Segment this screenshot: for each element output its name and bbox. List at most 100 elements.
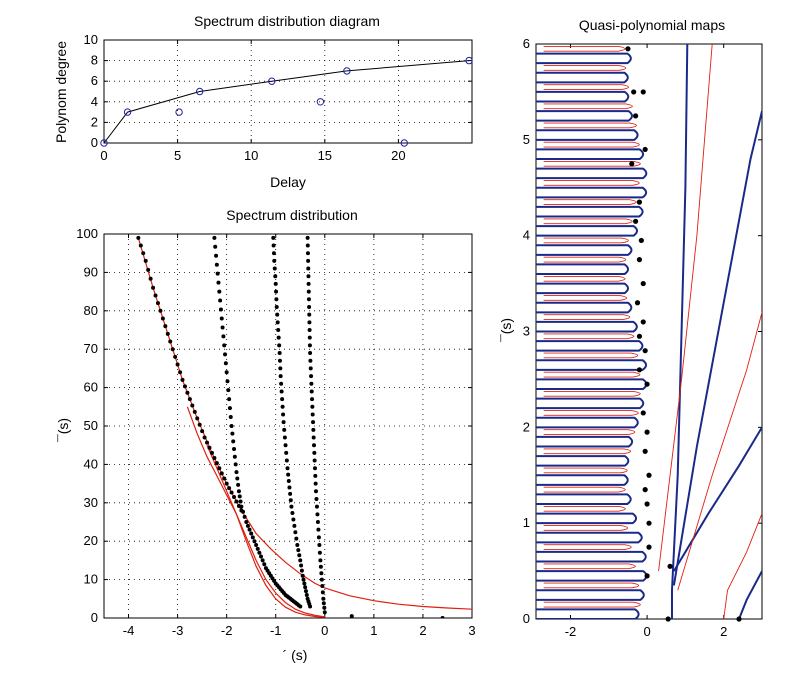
spectrum-root-dot	[281, 420, 286, 425]
maps-blue-branch	[670, 44, 689, 619]
spectrum-root-dot	[272, 258, 277, 263]
degree-ytick-label: 2	[91, 114, 98, 129]
spectrum-ytick-label: 80	[84, 303, 98, 318]
spectrum-root-dot	[224, 370, 229, 375]
spectrum-root-dot	[312, 450, 317, 455]
maps-root-dot	[644, 573, 650, 579]
spectrum-root-dot	[242, 514, 247, 519]
spectrum-root-dot	[310, 397, 315, 402]
degree-marker	[123, 108, 132, 116]
maps-blue-contour	[536, 282, 629, 295]
spectrum-root-dot	[237, 494, 242, 499]
spectrum-root-dot	[286, 479, 291, 484]
maps-blue-contour	[536, 531, 643, 544]
spectrum-root-dot	[307, 343, 312, 348]
spectrum-root-dot	[286, 472, 291, 477]
maps-red-branch	[658, 44, 713, 572]
degree-ytick-label: 6	[91, 73, 98, 88]
spectrum-root-dot	[319, 571, 324, 576]
maps-root-dot	[640, 89, 646, 95]
degree-line	[103, 60, 470, 144]
spectrum-root-dot	[307, 328, 312, 332]
spectrum-root-dot	[290, 511, 295, 516]
spectrum-root-dot	[257, 550, 262, 555]
maps-root-dot	[640, 319, 646, 325]
spectrum-root-dot	[254, 543, 259, 548]
maps-root-dot	[644, 429, 650, 435]
spectrum-root-dot	[222, 476, 227, 481]
degree-chart-plot	[100, 56, 473, 147]
spectrum-ytick-label: 40	[84, 456, 98, 471]
spectrum-root-dot	[223, 361, 228, 366]
maps-red-contour	[543, 84, 629, 90]
spectrum-root-dot	[234, 470, 239, 475]
spectrum-root-dot	[303, 585, 308, 590]
spectrum-root-dot	[175, 362, 180, 367]
spectrum-root-dot	[316, 535, 321, 540]
maps-root-dot	[631, 89, 637, 95]
spectrum-boundary-curve	[186, 406, 325, 618]
maps-root-dot	[638, 237, 644, 244]
spectrum-root-dot	[313, 481, 318, 486]
spectrum-root-dot	[298, 558, 303, 563]
maps-blue-contour	[536, 186, 648, 199]
spectrum-root-dot	[197, 422, 202, 427]
maps-blue-contour	[536, 225, 639, 237]
spectrum-root-dot	[182, 384, 187, 389]
spectrum-root-dot	[288, 498, 293, 503]
spectrum-ytick-label: 10	[84, 572, 98, 587]
maps-red-contour	[543, 237, 629, 244]
maps-root-dot	[632, 113, 639, 119]
spectrum-root-dot	[271, 243, 276, 248]
spectrum-root-dot	[440, 616, 445, 618]
spectrum-root-dot	[282, 427, 287, 432]
spectrum-xtick-label: -1	[270, 623, 282, 638]
spectrum-root-dot	[228, 415, 233, 420]
maps-red-contour	[543, 371, 641, 378]
degree-chart-title: Spectrum distribution diagram	[194, 13, 380, 29]
spectrum-root-dot	[241, 509, 246, 514]
spectrum-root-dot	[277, 351, 282, 356]
spectrum-root-dot	[311, 435, 316, 440]
maps-root-dot	[642, 487, 648, 493]
maps-blue-contour	[536, 320, 638, 333]
spectrum-root-dot	[173, 354, 178, 359]
maps-blue-contour	[536, 167, 648, 180]
spectrum-root-dot	[260, 558, 265, 563]
degree-chart-x-ticks: 0 5 10 15 20	[100, 40, 406, 163]
spectrum-root-dot	[250, 535, 255, 540]
spectrum-root-dot	[311, 427, 316, 432]
maps-blue-contour	[536, 455, 630, 467]
spectrum-root-dot	[292, 523, 297, 528]
maps-red-contour	[543, 333, 635, 340]
maps-chart-plot	[536, 44, 762, 622]
spectrum-root-dot	[217, 466, 222, 471]
spectrum-root-dot	[278, 366, 283, 371]
maps-red-contour	[543, 429, 636, 435]
spectrum-root-dot	[307, 304, 312, 309]
maps-root-dot	[640, 410, 646, 416]
spectrum-root-dot	[227, 486, 232, 491]
spectrum-ytick-label: 90	[84, 264, 98, 279]
spectrum-root-dot	[308, 351, 313, 356]
maps-xtick-label: 2	[720, 624, 727, 639]
maps-ytick-label: 0	[523, 611, 530, 626]
spectrum-root-dot	[148, 276, 153, 281]
spectrum-root-dot	[277, 358, 282, 363]
spectrum-chart-x-ticks: -4 -3 -2 -1 0 1 2 3	[123, 234, 476, 638]
spectrum-root-dot	[303, 589, 308, 594]
spectrum-root-dot	[217, 289, 222, 294]
degree-ytick-label: 4	[91, 94, 98, 109]
spectrum-root-dot	[274, 304, 279, 309]
maps-blue-contour	[536, 416, 639, 429]
spectrum-root-dot	[280, 397, 285, 402]
maps-red-branch	[677, 312, 762, 591]
spectrum-root-dot	[271, 251, 276, 256]
spectrum-root-dot	[321, 601, 326, 606]
spectrum-root-dot	[316, 527, 321, 532]
spectrum-root-dot	[165, 331, 170, 336]
spectrum-root-dot	[227, 406, 232, 411]
spectrum-root-dot	[220, 325, 225, 330]
maps-root-dot	[642, 146, 648, 153]
maps-red-branch	[723, 513, 762, 619]
